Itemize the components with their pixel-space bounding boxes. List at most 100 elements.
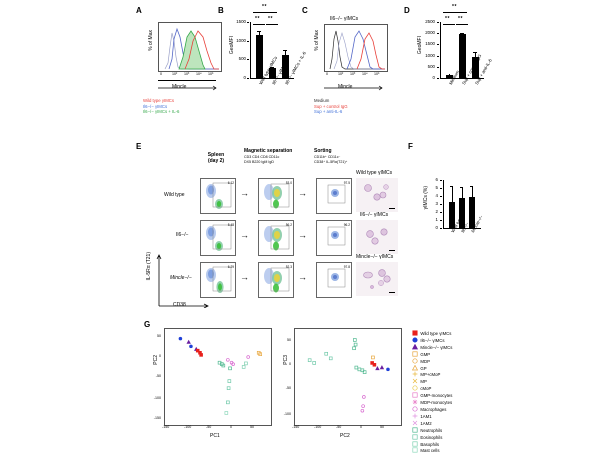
panelD-sigline-2 [456,24,468,25]
panelD-ytick-0: 0 [432,75,435,80]
panelE-gate-r1c0: 5.48 [227,223,234,227]
panelD-sig-1: ** [458,16,463,22]
panel-letter-c: C [302,6,308,15]
panelE-micro-title-1: Il6−/− γIMCs [360,212,389,218]
panelG-legend-item-3: GMP [412,351,452,358]
panelB-sigline-1 [253,24,265,25]
panelA-ylabel: % of Max [148,30,154,51]
panel-letter-g: G [144,320,151,329]
panelG-legend-label: MP [420,379,427,385]
panelG-legend-label: MDP-monocytes [420,400,453,406]
panelE-flow-r1c0: 5.48 [200,220,236,256]
legend-marker-icon [411,364,419,370]
panelC-legend-item-1: Sup + control IgG [314,103,348,109]
panelB-chart: 0 500 1000 1500 [236,19,294,82]
legend-marker-icon [412,337,418,343]
panelE-micrograph-2 [356,262,398,296]
panel-letter-d: D [404,6,410,15]
legend-marker-icon [412,434,418,440]
panelG-plot1-yticks: -150 -100 -50 0 50 [153,334,161,420]
panelE-gate-r2c0: 6.29 [227,265,234,269]
panelG-legend-item-6: MP+cMoP [412,371,452,378]
panelE-flow-r1c2: 96.2 [316,220,352,256]
panelC-xaxis-arrow [324,78,386,96]
legend-marker-icon [412,406,418,412]
panelD-bar-0 [446,74,453,78]
panelB-sigline-outer [253,12,277,13]
panelE-flow-r0c0: 6.12 [200,178,236,214]
panelG-legend-item-12: 1AM1 [412,413,452,420]
panelG-legend-item-9: GMP-monocytes [412,392,452,399]
panelE-gate-r1c2: 96.2 [343,223,350,227]
panel-letter-b: B [218,6,224,15]
panelG-legend-label: cMoP [420,386,432,392]
panelA-legend: Wild type γIMCs Il6−/− γIMCs Il6−/− γIMC… [143,98,179,115]
panelA-xaxis-line [158,80,216,81]
panelA-xaxis-arrow [158,78,220,96]
panelG-legend-label: Eosinophils [420,434,443,440]
panelC-xticks: 0 10² 10³ 10⁴ 10⁵ [326,72,380,76]
panelE-row-label-2: Mincle−/− [170,275,192,281]
panelF-ytick-0: 0 [435,225,438,230]
panelC-histogram-curves [329,30,385,70]
panelC-ylabel: % of Max [314,30,320,51]
panelG-legend-label: GMP-monocytes [420,393,453,399]
panelD-sig-top: ** [452,4,457,10]
panelG-legend-item-14: Neutrophils [412,427,452,434]
panelE-flow-r2c2: 97.8 [316,262,352,298]
panelA-xticks: 0 10² 10³ 10⁴ 10⁵ [160,72,214,76]
panelE-gate-r2c1: 52.3 [285,265,292,269]
panelE-arrow-r1-2: → [298,230,307,240]
panelE-micro-title-2: Mincle−/− γIMCs [356,254,394,260]
panelA-legend-item-1: Il6−/− γIMCs [143,103,168,109]
panelG-legend-label: 1AM2 [420,420,432,426]
panelG-legend-item-17: Mast cells [412,447,452,454]
panelG-legend-item-15: Eosinophils [412,434,452,441]
panelE-gate-r0c2: 97.5 [343,181,350,185]
panelG-legend-item-0: Wild type γIMCs [412,330,452,337]
panelG-legend-item-16: Basophils [412,440,452,448]
panelG-plot2-yticks: -100 -50 0 50 [283,338,291,416]
panelB-bar-1 [269,67,276,78]
panelF-chart: 0 1 2 3 4 5 6 [430,177,484,236]
panelG-plot2-xlabel: PC2 [340,433,350,439]
panelC-title: Il6−/− γIMCs [330,16,359,22]
panelA-xlabel: Mincle [172,84,187,90]
panelC-legend-item-2: Sup + anti-IL-6 [314,109,343,115]
panelG-legend-item-8: cMoP [412,385,452,392]
panelF-bar-2 [469,196,475,228]
panelG-legend-label: Il6−/− γIMCs [420,338,445,344]
panelC-legend: Medium Sup + control IgG Sup + anti-IL-6 [314,98,348,115]
legend-marker-icon [412,392,418,398]
panelF-ytick-4: 4 [435,193,438,198]
panelC-xlabel: Mincle [338,84,353,90]
panelG-legend-item-4: MDP [412,358,452,365]
legend-marker-icon [412,399,418,405]
panelB-sig-1: ** [255,16,260,22]
panelB-sigline-2 [266,24,278,25]
panelG-legend-label: Mincle−/− γIMCs [420,345,453,351]
panelG-plot1-xlabel: PC1 [210,433,220,439]
panelF-ytick-6: 6 [435,177,438,182]
panelA-histogram-curves [164,27,219,70]
panelD-ylabel: GeoMFI [417,36,423,55]
panelE-row-label-0: Wild type [164,192,185,198]
panelF-ytick-2: 2 [435,209,438,214]
panelE-micrograph-0 [356,178,398,212]
panelD-bar-2 [472,56,479,78]
legend-marker-icon [412,413,418,419]
panelB-ylabel: GeoMFI [229,36,235,55]
panelE-gate-r0c1: 53.0 [285,181,292,185]
panelG-legend-item-5: GP [411,364,452,372]
panelC-legend-item-0: Medium [314,98,330,103]
panelB-sig-2: ** [268,16,273,22]
legend-marker-icon [411,343,419,350]
panelE-arrow-r2-2: → [298,272,307,282]
panelF-ytick-1: 1 [435,217,438,222]
panelE-arrow-r0-2: → [298,188,307,198]
panelE-arrow-r0-1: → [240,188,249,198]
panelB-ytick-1: 500 [238,56,246,62]
panelG-legend-item-11: Macrophages [412,406,452,413]
panelF-bar-1 [459,198,465,228]
panelD-ytick-5: 2500 [425,19,435,24]
